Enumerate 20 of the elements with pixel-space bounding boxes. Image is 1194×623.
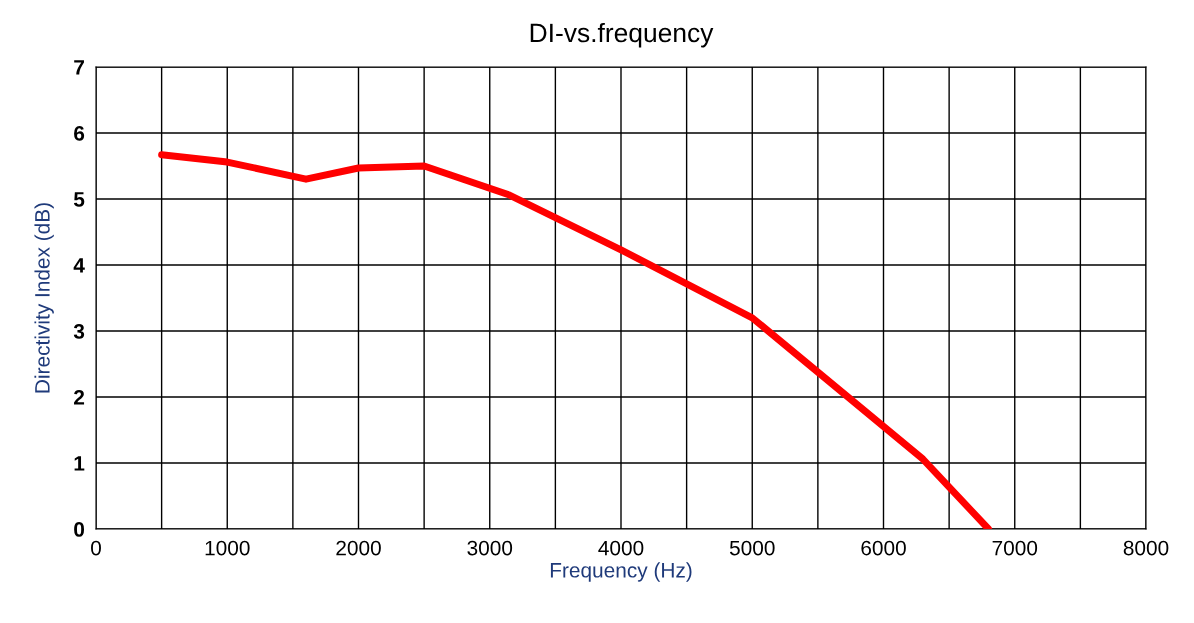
x-tick-label: 6000 [861, 540, 906, 556]
y-tick-label: 6 [74, 126, 85, 141]
chart-title: DI-vs.frequency [530, 22, 714, 48]
y-tick-label: 0 [74, 522, 85, 537]
y-tick-label: 5 [73, 192, 85, 207]
x-tick-label: 2000 [336, 540, 381, 556]
x-tick-label: 7000 [992, 540, 1038, 556]
x-tick-label: 3000 [467, 540, 513, 556]
x-axis-title: Frequency (Hz) [550, 562, 692, 582]
x-tick-label: 0 [91, 540, 101, 556]
y-tick-label: 2 [74, 390, 85, 405]
x-tick-label: 4000 [598, 540, 644, 556]
y-tick-label: 1 [74, 456, 85, 471]
y-tick-label: 4 [73, 258, 85, 273]
y-axis-title: Directivity Index (dB) [34, 203, 54, 393]
x-tick-label: 1000 [205, 540, 250, 556]
y-tick-label: 3 [73, 324, 85, 339]
y-tick-label: 7 [74, 60, 84, 75]
x-tick-label: 8000 [1123, 540, 1169, 556]
x-tick-label: 5000 [729, 540, 775, 556]
